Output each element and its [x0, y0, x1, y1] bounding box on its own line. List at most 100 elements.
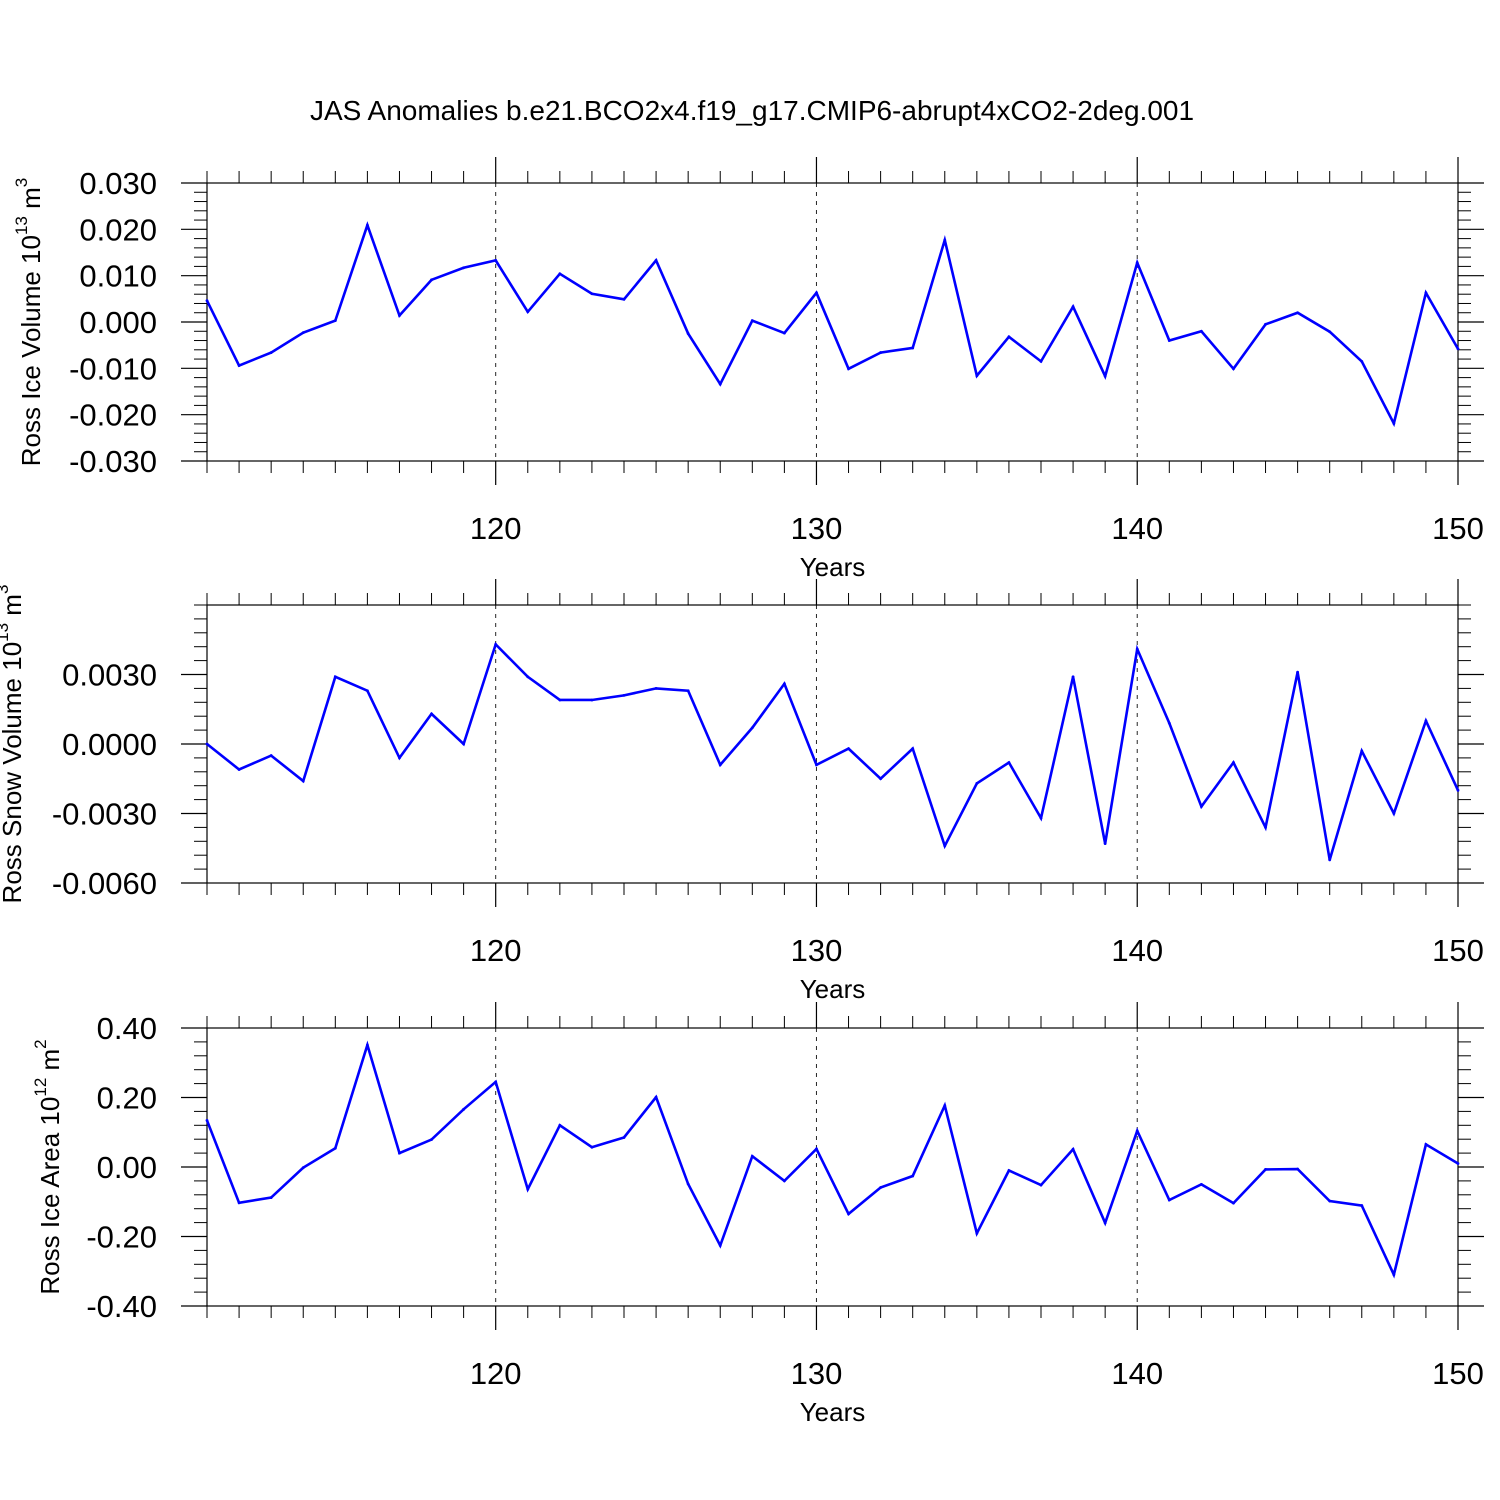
y-axis-title-text: Ross Snow Volume 10	[0, 642, 27, 904]
data-point	[333, 319, 337, 323]
series-line	[205, 1040, 1459, 1279]
data-point	[879, 351, 883, 354]
x-tick-label: 150	[1432, 933, 1484, 968]
data-point	[1264, 826, 1267, 829]
data-point	[398, 314, 401, 317]
data-point	[879, 1186, 883, 1189]
x-tick-label: 130	[791, 933, 843, 968]
data-point	[398, 1151, 401, 1155]
series-line	[206, 641, 1460, 861]
panel-3: 120 130 140 150 Years 0.40 0.20 0.00 -0.20 -0.40 R…	[31, 1002, 1484, 1427]
y-tick-label: 0.0000	[62, 727, 157, 762]
data-point	[462, 742, 466, 746]
data-point	[558, 1123, 562, 1127]
data-point	[269, 754, 273, 757]
data-point	[847, 1212, 850, 1216]
y-tick-label: -0.20	[86, 1220, 157, 1255]
data-point	[622, 297, 626, 301]
data-points	[205, 223, 1460, 425]
data-point	[1039, 359, 1043, 363]
data-point	[654, 258, 658, 262]
data-point	[494, 642, 498, 646]
data-point	[1039, 816, 1043, 820]
data-point	[1071, 305, 1075, 309]
data-point	[718, 763, 722, 767]
data-point	[1264, 322, 1267, 326]
data-point	[1328, 330, 1332, 334]
x-tick-label: 140	[1111, 1356, 1163, 1391]
data-point	[782, 682, 786, 686]
data-point	[365, 1043, 369, 1047]
data-point	[526, 310, 530, 314]
x-tick-label: 120	[470, 511, 522, 546]
data-point	[686, 689, 690, 693]
data-point	[686, 1182, 690, 1186]
y-tick-label: 0.000	[79, 305, 157, 340]
y-axis-title-unit-exp: 2	[31, 1039, 50, 1048]
y-tick-label: -0.0060	[52, 866, 157, 901]
x-tick-label: 120	[470, 1356, 522, 1391]
y-axis-title: Ross Ice Area 1012 m2	[31, 1039, 64, 1294]
y-tick-label: -0.40	[86, 1289, 157, 1324]
data-point	[1392, 812, 1396, 815]
data-point	[1456, 788, 1460, 792]
data-point	[205, 1119, 209, 1122]
data-point	[1232, 761, 1235, 764]
y-tick-label: 0.00	[97, 1150, 157, 1185]
y-axis-title-exp: 13	[12, 216, 31, 235]
data-point	[847, 367, 850, 371]
data-points	[205, 1043, 1460, 1277]
data-point	[462, 266, 466, 270]
data-point	[1135, 647, 1139, 651]
plot-frame	[206, 604, 1459, 884]
x-axis-title: Years	[800, 974, 866, 1004]
data-point	[558, 698, 562, 702]
data-point	[1007, 335, 1011, 339]
data-point	[815, 763, 818, 767]
x-tick-label: 140	[1111, 933, 1163, 968]
data-point	[1103, 1221, 1107, 1225]
data-point	[1232, 1201, 1235, 1205]
data-point	[1135, 1129, 1139, 1133]
data-point	[847, 747, 850, 751]
data-point	[975, 374, 979, 378]
y-tick-label: 0.40	[97, 1011, 157, 1046]
data-point	[365, 689, 369, 693]
data-point	[494, 1080, 498, 1084]
x-tick-label: 140	[1111, 511, 1163, 546]
data-point	[1424, 1143, 1428, 1146]
data-point	[1360, 359, 1364, 363]
y-tick-label: -0.010	[69, 351, 157, 386]
y-axis-title-unit: m	[0, 594, 27, 623]
data-point	[333, 1146, 337, 1150]
data-point	[622, 693, 626, 697]
y-axis-title-text: Ross Ice Area 10	[35, 1097, 65, 1295]
y-axis-title: Ross Ice Volume 1013 m3	[12, 178, 45, 467]
data-point	[526, 1187, 530, 1191]
data-point	[1071, 1147, 1075, 1151]
data-point	[1264, 1168, 1267, 1171]
data-point	[269, 351, 273, 354]
data-point	[1103, 842, 1107, 846]
data-point	[526, 675, 530, 679]
data-point	[237, 364, 241, 367]
data-point	[686, 332, 690, 335]
data-point	[879, 777, 883, 781]
data-point	[1456, 1162, 1460, 1165]
y-tick-label: 0.0030	[62, 658, 157, 693]
data-point	[1167, 1198, 1171, 1202]
data-point	[494, 258, 498, 262]
data-point	[301, 779, 305, 783]
data-point	[590, 698, 594, 702]
data-point	[1392, 422, 1396, 425]
data-point	[1103, 374, 1107, 378]
data-point	[943, 844, 947, 848]
x-tick-label: 150	[1432, 1356, 1484, 1391]
data-point	[750, 319, 754, 323]
data-point	[1135, 261, 1139, 265]
y-axis-title-exp: 13	[0, 623, 12, 642]
x-tick-label: 120	[470, 933, 522, 968]
data-point	[911, 346, 915, 350]
figure-title: JAS Anomalies b.e21.BCO2x4.f19_g17.CMIP6…	[310, 95, 1194, 126]
data-point	[1328, 1199, 1332, 1203]
